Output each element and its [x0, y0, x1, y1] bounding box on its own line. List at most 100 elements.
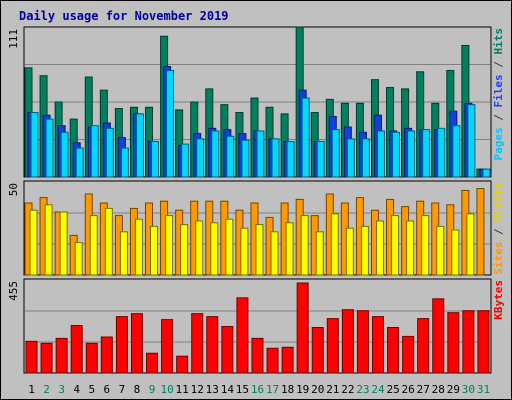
x-tick-15: 15 — [236, 383, 249, 396]
x-tick-3: 3 — [58, 383, 65, 396]
bar-requests-pages-6 — [105, 127, 114, 178]
bar-requests-pages-20 — [316, 140, 325, 178]
bar-kbytes-kbytes-3 — [55, 337, 68, 374]
bar-kbytes-kbytes-27 — [417, 318, 430, 374]
bar-visits-sites-28 — [436, 225, 445, 276]
bar-visits-sites-17 — [270, 231, 279, 276]
bar-visits-sites-30 — [466, 213, 475, 276]
bar-requests-pages-27 — [422, 129, 431, 178]
bar-requests-pages-22 — [346, 138, 355, 178]
legend-part-requests-2: Files — [492, 74, 505, 107]
x-tick-26: 26 — [402, 383, 415, 396]
x-tick-19: 19 — [296, 383, 309, 396]
bar-requests-pages-13 — [211, 130, 220, 178]
bar-kbytes-kbytes-14 — [221, 326, 234, 374]
chart-title: Daily usage for November 2019 — [19, 9, 229, 23]
x-tick-22: 22 — [341, 383, 354, 396]
bar-kbytes-kbytes-9 — [146, 352, 159, 374]
bar-kbytes-kbytes-18 — [281, 346, 294, 374]
legend-label-kbytes: KBytes — [492, 280, 505, 320]
bar-kbytes-kbytes-31 — [477, 310, 490, 374]
x-tick-24: 24 — [371, 383, 385, 396]
bar-requests-pages-3 — [60, 131, 69, 178]
legend-part-requests-4: Hits — [492, 28, 505, 55]
bar-kbytes-kbytes-17 — [266, 347, 279, 374]
bar-kbytes-kbytes-30 — [462, 310, 475, 374]
bar-visits-sites-16 — [255, 224, 264, 276]
x-tick-13: 13 — [206, 383, 219, 396]
bar-requests-pages-14 — [226, 135, 235, 178]
bar-visits-sites-5 — [89, 215, 98, 276]
bar-kbytes-kbytes-25 — [387, 327, 400, 374]
bar-requests-pages-25 — [392, 131, 401, 178]
bar-requests-pages-5 — [90, 125, 99, 178]
legend-part-requests-0: Pages — [492, 127, 505, 160]
bar-requests-pages-29 — [452, 125, 461, 178]
bar-requests-pages-16 — [256, 130, 265, 178]
x-tick-1: 1 — [28, 383, 35, 396]
bar-kbytes-kbytes-24 — [371, 316, 384, 374]
bar-visits-sites-4 — [74, 242, 83, 276]
x-tick-9: 9 — [149, 383, 156, 396]
bar-requests-pages-4 — [75, 147, 84, 178]
x-tick-7: 7 — [119, 383, 126, 396]
x-tick-18: 18 — [281, 383, 294, 396]
x-tick-29: 29 — [447, 383, 460, 396]
bar-kbytes-kbytes-5 — [85, 342, 98, 374]
bar-kbytes-kbytes-19 — [296, 282, 309, 374]
bar-visits-sites-10 — [165, 215, 174, 276]
x-tick-2: 2 — [43, 383, 50, 396]
bar-requests-pages-28 — [437, 127, 446, 178]
x-tick-17: 17 — [266, 383, 279, 396]
x-tick-14: 14 — [221, 383, 235, 396]
bar-visits-sites-9 — [150, 225, 159, 276]
bar-kbytes-kbytes-10 — [161, 319, 174, 374]
bar-requests-pages-17 — [271, 138, 280, 178]
bar-visits-sites-1 — [29, 209, 38, 276]
bar-kbytes-kbytes-16 — [251, 337, 264, 374]
x-tick-6: 6 — [104, 383, 111, 396]
legend-label-visits: Sites / Visits — [492, 182, 505, 275]
bar-kbytes-kbytes-2 — [40, 342, 53, 374]
bar-requests-pages-19 — [301, 97, 310, 178]
x-tick-8: 8 — [134, 383, 141, 396]
x-tick-28: 28 — [432, 383, 445, 396]
bar-requests-pages-2 — [45, 118, 54, 178]
x-tick-27: 27 — [417, 383, 430, 396]
legend-part-kbytes-0: KBytes — [492, 280, 505, 320]
x-tick-30: 30 — [462, 383, 475, 396]
bar-visits-sites-7 — [119, 231, 128, 276]
bar-requests-pages-24 — [376, 130, 385, 178]
bar-requests-pages-15 — [241, 139, 250, 178]
bar-visits-sites-26 — [406, 220, 415, 276]
x-tick-23: 23 — [356, 383, 369, 396]
x-tick-4: 4 — [73, 383, 80, 396]
bar-requests-pages-11 — [181, 143, 190, 178]
bar-visits-sites-3 — [59, 211, 68, 276]
x-tick-11: 11 — [176, 383, 189, 396]
x-tick-25: 25 — [386, 383, 399, 396]
legend-part-visits-1: / — [492, 222, 505, 242]
bar-kbytes-kbytes-8 — [130, 313, 143, 374]
legend-part-requests-1: / — [492, 108, 505, 128]
x-tick-16: 16 — [251, 383, 264, 396]
bar-requests-pages-23 — [361, 138, 370, 178]
bar-requests-pages-26 — [407, 130, 416, 178]
bar-kbytes-kbytes-6 — [100, 336, 113, 374]
ymax-label-visits: 50 — [7, 183, 20, 196]
bar-kbytes-kbytes-11 — [176, 355, 189, 374]
bar-visits-sites-8 — [134, 218, 143, 276]
bar-requests-pages-1 — [30, 112, 39, 178]
bar-visits-sites-2 — [44, 204, 53, 276]
bar-visits-sites-24 — [375, 220, 384, 276]
bar-kbytes-kbytes-21 — [326, 318, 339, 374]
bar-kbytes-kbytes-12 — [191, 313, 204, 374]
bar-visits-sites-6 — [104, 207, 113, 276]
bar-kbytes-kbytes-23 — [356, 310, 369, 374]
bar-requests-pages-7 — [120, 147, 129, 178]
bar-requests-pages-30 — [467, 104, 476, 178]
bar-visits-sites-25 — [391, 215, 400, 276]
bar-kbytes-kbytes-29 — [447, 312, 460, 374]
ymax-label-kbytes: 455 — [7, 281, 20, 301]
